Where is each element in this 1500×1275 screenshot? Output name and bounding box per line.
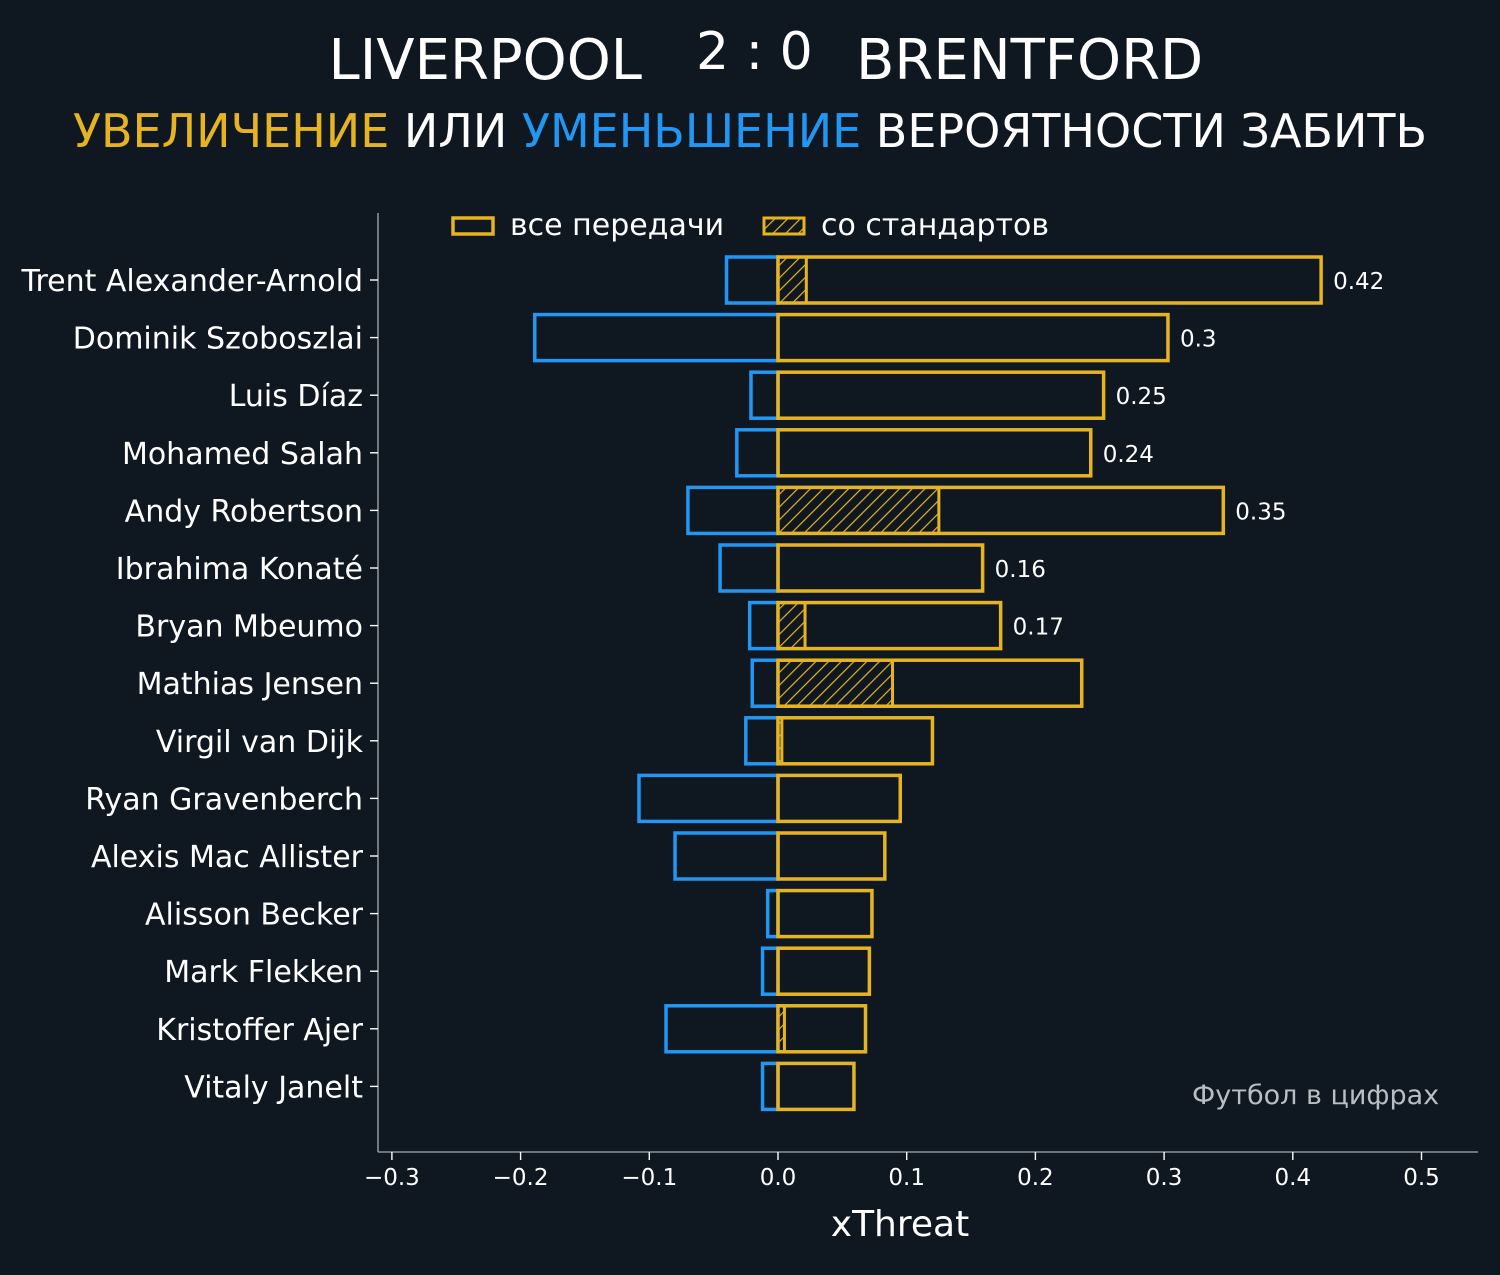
bar-value-label: 0.24 <box>1103 442 1154 468</box>
set-piece-bar <box>776 255 808 305</box>
negative-bar <box>735 428 780 478</box>
player-label: Ryan Gravenberch <box>85 782 363 817</box>
x-tick-label: 0.3 <box>1146 1165 1183 1191</box>
player-label: Kristoffer Ajer <box>156 1013 363 1048</box>
x-tick-label: −0.1 <box>621 1165 677 1191</box>
positive-bar <box>776 600 1003 651</box>
player-label: Virgil van Dijk <box>156 725 364 760</box>
legend-swatch-set-pieces <box>762 216 806 236</box>
negative-bar <box>673 831 780 881</box>
set-piece-bar <box>776 601 807 651</box>
bar-value-label: 0.17 <box>1013 615 1064 641</box>
set-piece-bar <box>776 658 895 708</box>
subtitle-or: ИЛИ <box>389 104 522 158</box>
player-label: Mohamed Salah <box>122 437 363 472</box>
positive-bar <box>776 1004 868 1054</box>
negative-bar <box>744 716 780 766</box>
match-score: 2 : 0 <box>696 22 813 82</box>
legend-swatch-all-passes <box>451 216 495 236</box>
positive-bar <box>776 773 903 824</box>
positive-bar <box>776 370 1106 420</box>
negative-bar <box>686 485 780 536</box>
negative-bar <box>750 658 780 708</box>
positive-bar <box>776 716 935 766</box>
positive-bar <box>776 312 1170 363</box>
player-label: Trent Alexander-Arnold <box>21 264 363 299</box>
x-axis-title: xThreat <box>831 1204 969 1245</box>
legend-label-all-passes: все передачи <box>510 208 724 243</box>
positive-bar <box>776 255 1323 305</box>
negative-bar <box>760 946 780 996</box>
player-label: Alisson Becker <box>145 898 364 933</box>
x-tick-label: 0.1 <box>888 1165 925 1191</box>
positive-bar <box>776 946 872 996</box>
bar-value-label: 0.3 <box>1180 327 1217 353</box>
positive-bar <box>776 1061 856 1112</box>
set-piece-bar <box>776 485 941 535</box>
x-tick-label: 0.4 <box>1275 1165 1312 1191</box>
positive-bar <box>776 485 1226 536</box>
negative-bar <box>664 1004 780 1054</box>
player-label: Mathias Jensen <box>137 667 363 702</box>
player-label: Dominik Szoboszlai <box>73 322 363 357</box>
subtitle-increase: УВЕЛИЧЕНИЕ <box>72 104 390 158</box>
player-label: Andy Robertson <box>125 494 363 529</box>
chart-subtitle: УВЕЛИЧЕНИЕ ИЛИ УМЕНЬШЕНИЕ ВЕРОЯТНОСТИ ЗА… <box>0 104 1500 158</box>
away-team-name: BRENTFORD <box>856 28 1204 93</box>
subtitle-rest: ВЕРОЯТНОСТИ ЗАБИТЬ <box>861 104 1428 158</box>
player-label: Ibrahima Konaté <box>116 552 363 587</box>
x-tick-label: −0.3 <box>364 1165 420 1191</box>
player-label: Luis Díaz <box>229 379 363 414</box>
negative-bar <box>718 543 780 593</box>
negative-bar <box>760 1061 780 1112</box>
player-label: Mark Flekken <box>164 955 363 990</box>
x-tick-label: 0.2 <box>1017 1165 1054 1191</box>
x-tick-label: 0.0 <box>760 1165 797 1191</box>
positive-bar <box>776 888 874 939</box>
negative-bar <box>749 370 780 420</box>
negative-bar <box>724 255 780 305</box>
bar-value-label: 0.35 <box>1235 499 1286 525</box>
negative-bar <box>533 312 780 363</box>
bar-value-label: 0.16 <box>995 557 1046 583</box>
bar-value-label: 0.42 <box>1333 269 1384 295</box>
bar-value-label: 0.25 <box>1116 384 1167 410</box>
positive-bar <box>776 831 887 881</box>
x-tick-label: 0.5 <box>1403 1165 1440 1191</box>
player-label: Vitaly Janelt <box>184 1070 363 1105</box>
negative-bar <box>637 773 780 824</box>
player-label: Alexis Mac Allister <box>91 840 364 875</box>
positive-bar <box>776 543 985 593</box>
legend-label-set-pieces: со стандартов <box>821 208 1049 243</box>
subtitle-decrease: УМЕНЬШЕНИЕ <box>521 104 862 158</box>
chart-title: LIVERPOOL 2 : 0 BRENTFORD <box>0 22 1500 98</box>
x-tick-label: −0.2 <box>493 1165 549 1191</box>
watermark: Футбол в цифрах <box>1192 1080 1440 1111</box>
player-label: Bryan Mbeumo <box>135 610 363 645</box>
positive-bar <box>776 658 1084 708</box>
negative-bar <box>747 600 780 651</box>
home-team-name: LIVERPOOL <box>328 28 642 93</box>
positive-bar <box>776 428 1093 478</box>
